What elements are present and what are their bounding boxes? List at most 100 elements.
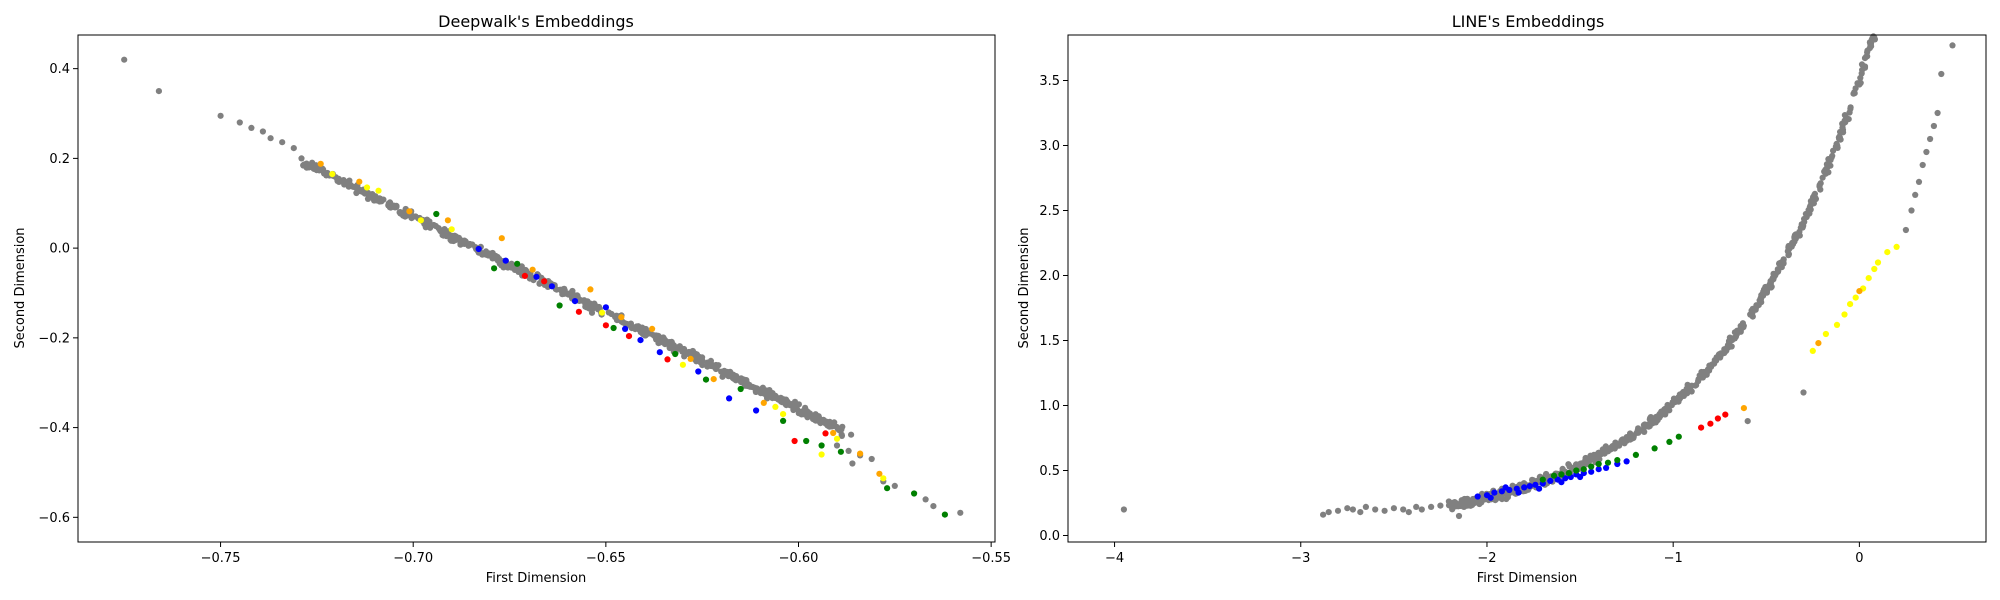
data-point xyxy=(719,373,726,380)
data-point xyxy=(880,475,887,482)
x-tick-label: −0.55 xyxy=(971,551,1011,566)
data-point xyxy=(267,135,274,142)
data-point xyxy=(248,124,255,131)
data-point xyxy=(1693,382,1700,389)
chart-title: Deepwalk's Embeddings xyxy=(438,12,634,31)
data-point xyxy=(760,399,767,406)
data-point xyxy=(1757,295,1764,302)
data-point xyxy=(517,267,524,274)
y-axis: −0.6 −0.4 −0.2 0.0 0.2 0.4 xyxy=(38,62,78,526)
data-point xyxy=(922,496,929,503)
chart-title: LINE's Embeddings xyxy=(1452,12,1605,31)
data-point xyxy=(1675,433,1682,440)
data-point xyxy=(1772,270,1779,277)
data-point xyxy=(363,184,371,191)
data-point xyxy=(1830,147,1837,154)
data-point xyxy=(1707,420,1714,427)
data-point xyxy=(1864,53,1871,60)
data-point xyxy=(628,325,635,332)
data-point xyxy=(1817,186,1824,193)
data-point xyxy=(375,187,382,194)
y-tick-label: −0.6 xyxy=(38,511,70,526)
y-axis: 0.0 0.5 1.0 1.5 2.0 2.5 3.0 3.5 xyxy=(1039,74,1068,544)
data-point xyxy=(1614,457,1621,464)
data-point xyxy=(598,309,606,316)
data-point xyxy=(772,403,779,410)
data-point xyxy=(1791,238,1798,245)
x-axis: −4 −3 −2 −1 0 xyxy=(1105,542,1864,566)
data-point xyxy=(1826,156,1833,163)
x-tick-label: −0.60 xyxy=(779,551,819,566)
data-point xyxy=(502,257,509,264)
data-point xyxy=(649,325,656,332)
data-point xyxy=(1847,104,1854,111)
data-point xyxy=(1547,477,1554,484)
data-point xyxy=(1722,411,1729,418)
data-point xyxy=(833,435,841,442)
data-point xyxy=(1866,39,1873,46)
line-chart: LINE's Embeddings −4 −3 −2 −1 0 0.0 0.5 1.0 1.5… xyxy=(1017,12,1987,586)
data-point xyxy=(737,385,744,393)
data-point xyxy=(702,376,710,383)
data-point xyxy=(575,308,583,315)
data-point xyxy=(656,349,663,356)
data-point xyxy=(653,334,660,341)
data-point xyxy=(417,217,424,224)
data-point xyxy=(1601,450,1608,457)
data-point xyxy=(1822,330,1829,338)
data-point xyxy=(712,361,720,369)
data-point xyxy=(834,424,841,432)
data-point xyxy=(687,355,694,362)
data-point xyxy=(1708,363,1715,370)
data-point xyxy=(422,219,429,227)
data-point xyxy=(521,272,529,279)
data-point xyxy=(737,378,745,386)
data-point xyxy=(766,387,773,394)
data-point xyxy=(1845,116,1852,123)
data-point xyxy=(876,470,883,477)
data-point xyxy=(752,388,760,395)
data-point xyxy=(602,304,610,311)
data-point xyxy=(814,417,821,424)
data-point xyxy=(1819,174,1826,181)
data-point xyxy=(1474,493,1481,500)
data-point xyxy=(1325,508,1332,516)
data-point xyxy=(589,304,596,311)
data-point xyxy=(679,361,687,368)
data-point xyxy=(1796,232,1803,239)
data-point xyxy=(329,171,336,178)
y-tick-label: 1.0 xyxy=(1039,399,1060,414)
data-point xyxy=(508,262,515,269)
data-point xyxy=(1902,226,1909,234)
data-point xyxy=(1807,201,1814,209)
x-tick-label: −3 xyxy=(1291,551,1310,566)
y-axis-label: Second Dimension xyxy=(13,227,28,348)
data-point xyxy=(541,278,548,285)
data-point xyxy=(457,236,464,243)
data-point xyxy=(1588,468,1595,475)
plot-frame xyxy=(77,34,996,543)
data-point xyxy=(1834,144,1841,151)
data-point xyxy=(681,353,688,360)
data-point xyxy=(1577,473,1584,481)
data-point xyxy=(290,145,297,152)
data-point xyxy=(1558,471,1565,478)
data-point xyxy=(725,373,732,380)
data-point xyxy=(637,337,644,344)
y-tick-label: 0.2 xyxy=(49,152,70,167)
y-tick-label: 0.0 xyxy=(49,242,70,257)
data-point xyxy=(1526,483,1533,490)
data-point xyxy=(1603,464,1610,471)
data-point xyxy=(845,447,852,454)
data-point xyxy=(432,222,439,230)
data-point xyxy=(672,350,679,358)
data-point xyxy=(529,266,536,273)
data-point xyxy=(1455,512,1463,520)
data-point xyxy=(1770,275,1777,282)
data-point xyxy=(1836,134,1843,141)
data-point xyxy=(402,213,409,220)
data-point xyxy=(346,181,353,189)
data-point xyxy=(317,160,324,167)
data-point xyxy=(1469,501,1476,509)
data-point xyxy=(1428,503,1435,510)
